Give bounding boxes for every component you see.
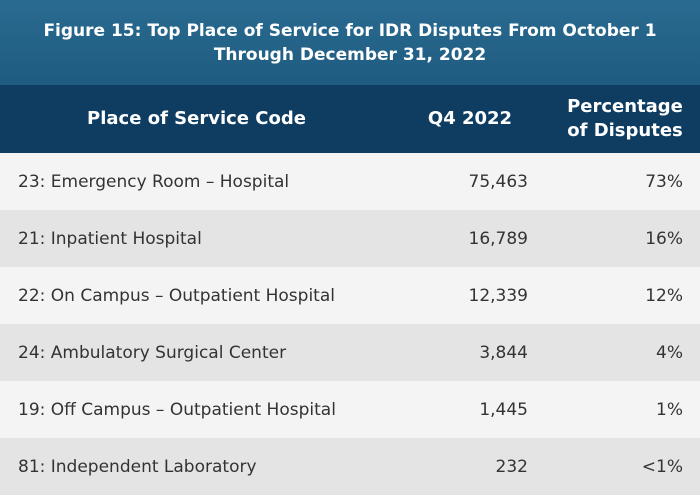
table-row: 81: Independent Laboratory 232 <1%	[0, 438, 700, 495]
table-row: 24: Ambulatory Surgical Center 3,844 4%	[0, 324, 700, 381]
table-row: 21: Inpatient Hospital 16,789 16%	[0, 210, 700, 267]
dispute-percentage: 73%	[645, 171, 683, 192]
table-body: 23: Emergency Room – Hospital 75,463 73% 21…	[0, 153, 700, 495]
dispute-count: 75,463	[468, 171, 528, 192]
dispute-count: 12,339	[468, 285, 528, 306]
place-of-service: 22: On Campus – Outpatient Hospital	[18, 285, 335, 306]
dispute-percentage: 1%	[656, 399, 683, 420]
dispute-percentage: 4%	[656, 342, 683, 363]
table-row: 22: On Campus – Outpatient Hospital 12,33…	[0, 267, 700, 324]
column-header: Q4 2022	[427, 108, 513, 129]
dispute-percentage: 16%	[645, 228, 683, 249]
place-of-service: 23: Emergency Room – Hospital	[18, 171, 290, 192]
place-of-service: 81: Independent Laboratory	[18, 456, 257, 477]
place-of-service: 24: Ambulatory Surgical Center	[18, 342, 287, 363]
dispute-percentage: 12%	[645, 285, 683, 306]
title-line: Figure 15: Top Place of Service for IDR …	[43, 20, 657, 41]
place-of-service: 21: Inpatient Hospital	[18, 228, 202, 249]
title-line: Through December 31, 2022	[213, 44, 487, 65]
title-band: Figure 15: Top Place of Service for IDR …	[0, 0, 700, 85]
dispute-count: 1,445	[479, 399, 528, 420]
header-row: Place of Service Code Q4 2022 Percentage…	[0, 85, 700, 153]
dispute-percentage: <1%	[641, 456, 683, 477]
dispute-count: 16,789	[468, 228, 528, 249]
column-header: Place of Service Code	[87, 108, 306, 129]
place-of-service: 19: Off Campus – Outpatient Hospital	[18, 399, 336, 420]
dispute-count: 3,844	[479, 342, 528, 363]
column-header: Percentage of Disputes	[567, 96, 683, 141]
dispute-count: 232	[495, 456, 528, 477]
table-row: 19: Off Campus – Outpatient Hospital 1,44…	[0, 381, 700, 438]
table-row: 23: Emergency Room – Hospital 75,463 73%	[0, 153, 700, 210]
